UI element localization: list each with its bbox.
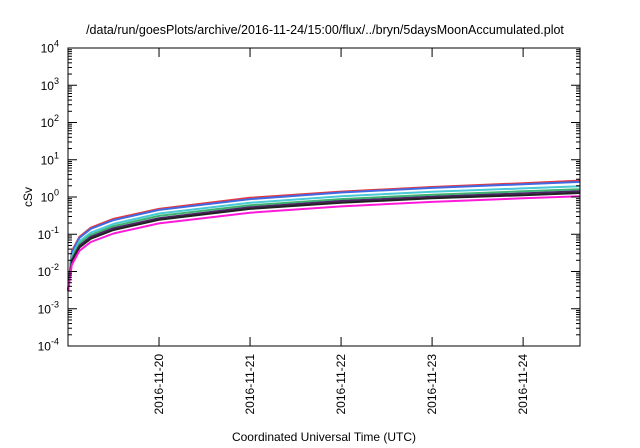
x-tick-label-4: 2016-11-24 [516,354,530,415]
x-tick-label-0: 2016-11-20 [152,354,166,415]
chart-title: /data/run/goesPlots/archive/2016-11-24/1… [86,23,564,37]
series-line-5 [67,190,581,292]
y-tick-label-7: 103 [41,76,59,93]
x-axis-label: Coordinated Universal Time (UTC) [232,430,416,444]
y-tick-label-0: 10-4 [38,337,59,354]
y-tick-label-6: 102 [41,113,59,130]
series-line-3 [67,185,581,292]
y-tick-label-8: 104 [41,39,59,56]
series-line-6 [67,192,581,292]
y-tick-label-3: 10-1 [38,225,59,242]
x-tick-label-1: 2016-11-21 [243,354,257,415]
axes-layer: 10-4 10-3 10-2 10-1 100 101 102 103 104 2016-11-2… [38,39,581,415]
x-tick-label-2: 2016-11-22 [334,354,348,415]
y-tick-label-5: 101 [41,150,59,167]
y-axis-label: cSv [21,187,35,207]
y-tick-label-4: 100 [41,188,59,205]
series-line-2 [67,180,581,292]
series-line-7 [67,195,581,292]
y-tick-label-1: 10-3 [38,299,59,316]
x-tick-label-3: 2016-11-23 [425,354,439,415]
series-layer [67,179,581,292]
y-tick-label-2: 10-2 [38,262,59,279]
series-line-4 [67,188,581,292]
